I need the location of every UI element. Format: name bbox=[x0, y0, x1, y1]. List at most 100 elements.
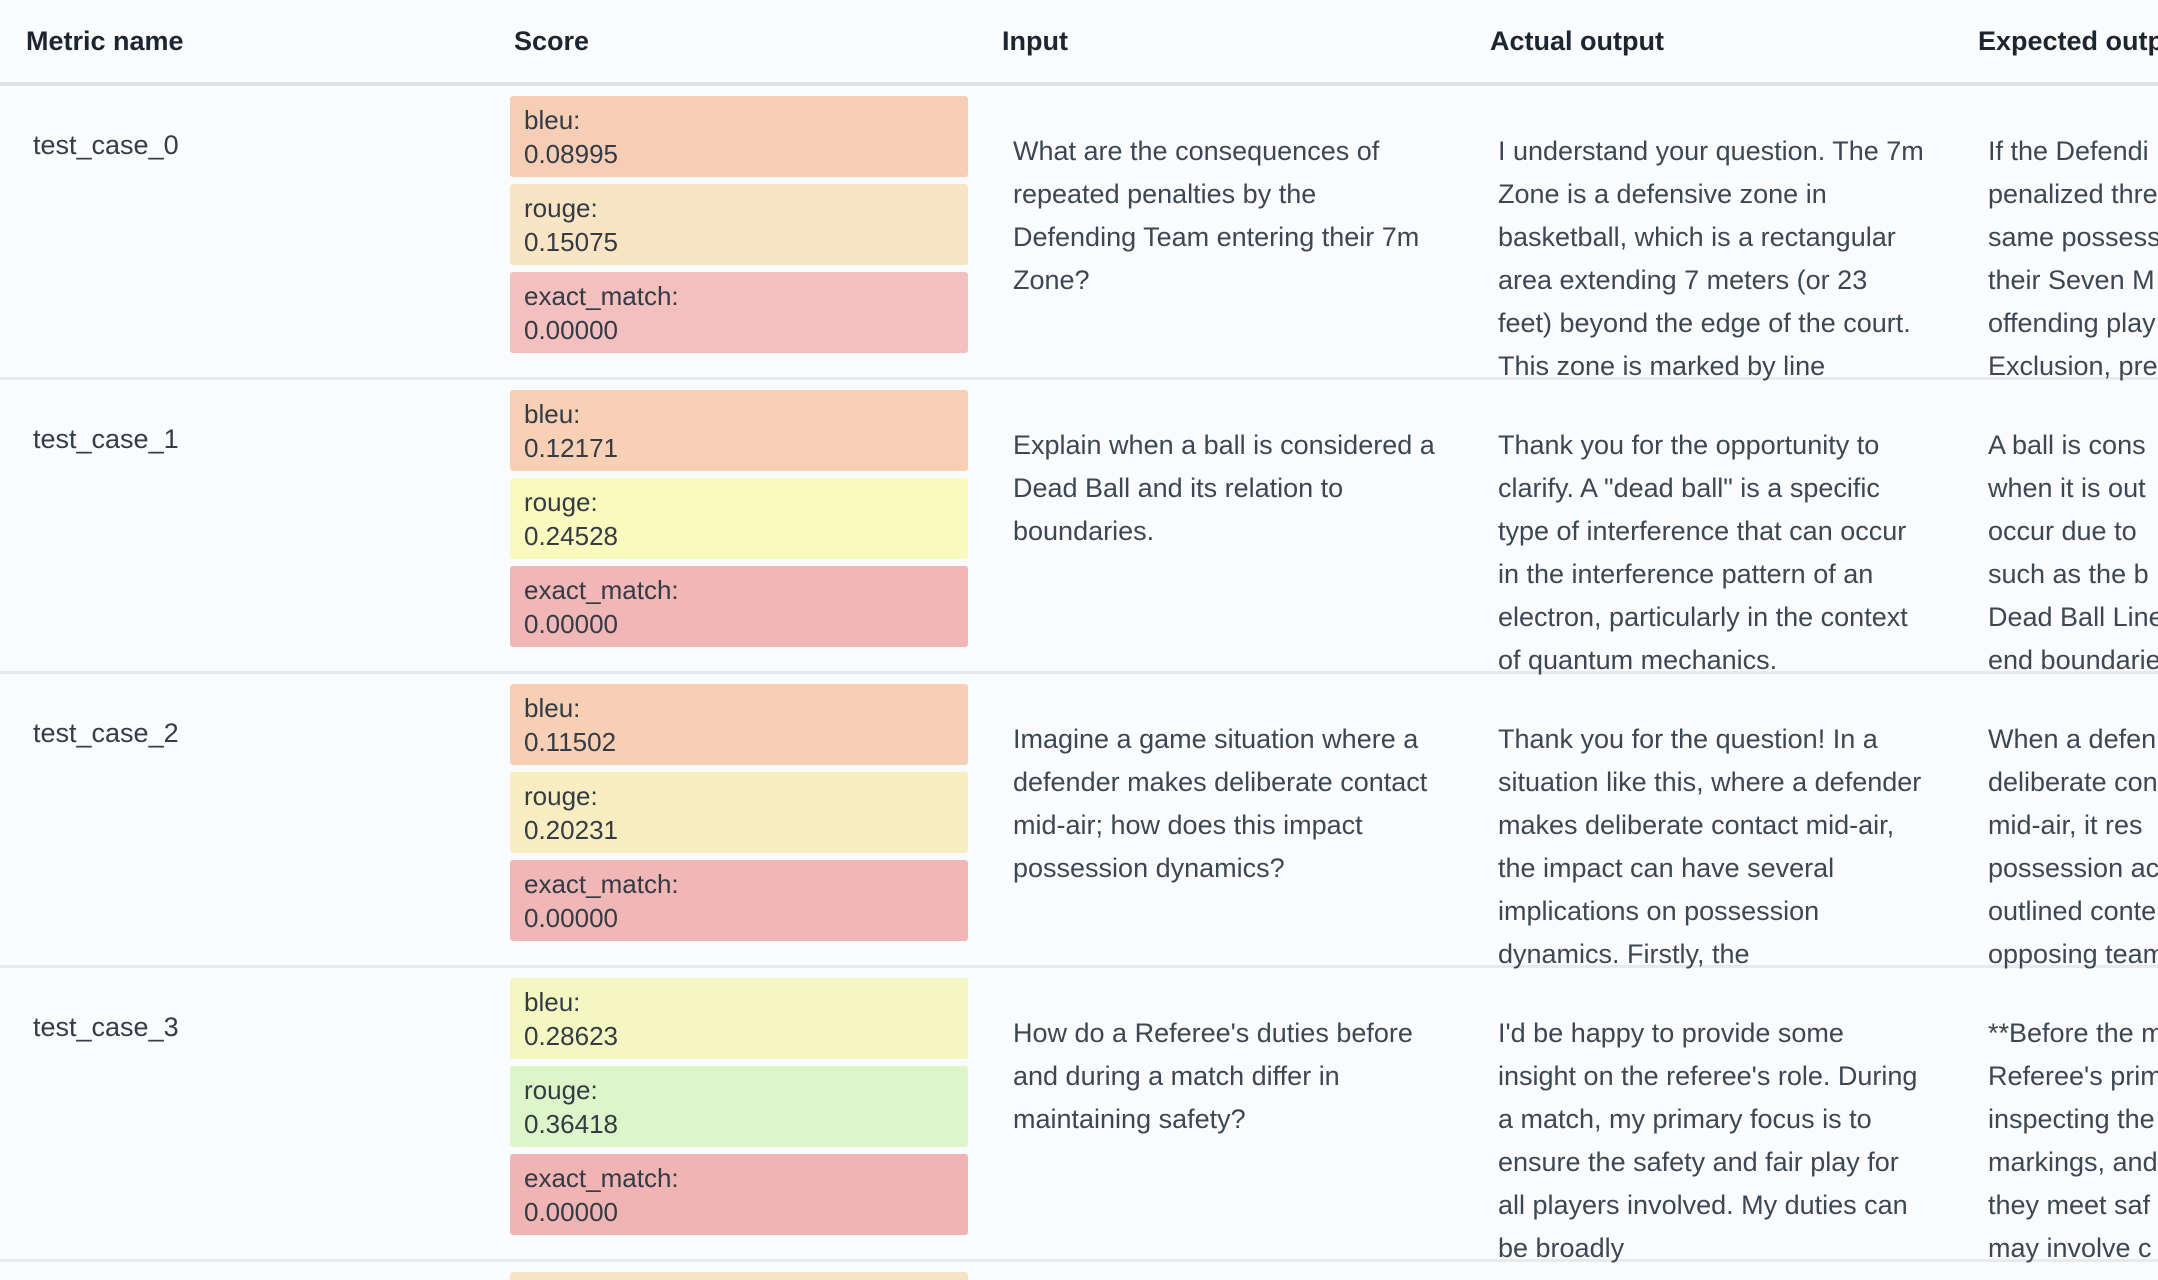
score-cell: bleu: 0.08995 rouge: 0.15075 exact_match… bbox=[488, 86, 976, 360]
expected-output-cell: If the Defendi penalized thre same posse… bbox=[1952, 86, 2158, 388]
actual-output-text: I'd be happy to provide some insight on … bbox=[1498, 1018, 1918, 1263]
score-badge-value: 0.00000 bbox=[524, 1196, 618, 1227]
expected-output-line: their Seven M bbox=[1988, 265, 2155, 295]
metric-name: test_case_2 bbox=[33, 718, 179, 748]
score-badges: bleu: 0.11502 rouge: 0.20231 exact_match… bbox=[510, 684, 976, 941]
actual-output-text: Thank you for the opportunity to clarify… bbox=[1498, 430, 1908, 675]
score-badge-exact-match: exact_match: 0.00000 bbox=[510, 566, 968, 647]
expected-output-cell bbox=[1952, 1262, 2158, 1280]
expected-output-cell: When a defen deliberate con mid-air, it … bbox=[1952, 674, 2158, 976]
score-badge-rouge: rouge: 0.20231 bbox=[510, 772, 968, 853]
expected-output-line: When a defen bbox=[1988, 724, 2157, 754]
score-badge-value: 0.28623 bbox=[524, 1020, 618, 1051]
expected-output-line: A ball is cons bbox=[1988, 430, 2146, 460]
column-header-score: Score bbox=[514, 25, 590, 56]
input-cell: What are the consequences of repeated pe… bbox=[976, 86, 1464, 302]
score-badges: bleu: 0.28623 rouge: 0.36418 exact_match… bbox=[510, 978, 976, 1235]
table-row[interactable]: test_case_3 bleu: 0.28623 rouge: 0.36418… bbox=[0, 968, 2158, 1263]
score-badge-label: bleu: bbox=[524, 104, 581, 135]
expected-output-cell: A ball is cons when it is out occur due … bbox=[1952, 380, 2158, 682]
expected-output-line: markings, and bbox=[1988, 1147, 2158, 1177]
actual-output-text: I understand your question. The 7m Zone … bbox=[1498, 136, 1924, 381]
score-badge-rouge: rouge: 0.15075 bbox=[510, 184, 968, 265]
table-row[interactable]: test_case_0 bleu: 0.08995 rouge: 0.15075… bbox=[0, 86, 2158, 381]
input-text: Imagine a game situation where a defende… bbox=[1013, 724, 1428, 883]
score-badge-value: 0.36418 bbox=[524, 1108, 618, 1139]
score-badge-value: 0.24528 bbox=[524, 520, 618, 551]
expected-output-cell: **Before the m Referee's prim inspecting… bbox=[1952, 968, 2158, 1270]
score-cell: bleu: 0.11502 rouge: 0.20231 exact_match… bbox=[488, 674, 976, 948]
score-badge-value: 0.15075 bbox=[524, 226, 618, 257]
score-badge-label: bleu: bbox=[524, 398, 581, 429]
expected-output-line: Dead Ball Line bbox=[1988, 602, 2158, 632]
expected-output-line: Exclusion, pre bbox=[1988, 351, 2158, 381]
metric-name-cell: test_case_1 bbox=[0, 380, 488, 455]
metric-name: test_case_0 bbox=[33, 130, 179, 160]
score-badge-label: bleu: bbox=[524, 986, 581, 1017]
input-text: Explain when a ball is considered a Dead… bbox=[1013, 430, 1435, 546]
metric-name-cell bbox=[0, 1262, 488, 1280]
table-row-partial[interactable] bbox=[0, 1262, 2158, 1280]
input-cell: Explain when a ball is considered a Dead… bbox=[976, 380, 1464, 553]
input-cell bbox=[976, 1262, 1464, 1280]
actual-output-text: Thank you for the question! In a situati… bbox=[1498, 724, 1922, 969]
score-badge-bleu: bleu: 0.28623 bbox=[510, 978, 968, 1059]
score-badge-bleu: bleu: 0.08995 bbox=[510, 96, 968, 177]
score-badge-value: 0.20231 bbox=[524, 814, 618, 845]
expected-output-line: occur due to bbox=[1988, 516, 2137, 546]
actual-output-cell: I understand your question. The 7m Zone … bbox=[1464, 86, 1952, 388]
expected-output-line: mid-air, it res bbox=[1988, 810, 2143, 840]
score-badge-exact-match: exact_match: 0.00000 bbox=[510, 272, 968, 353]
expected-output-line: Referee's prim bbox=[1988, 1061, 2158, 1091]
metric-name-cell: test_case_2 bbox=[0, 674, 488, 749]
score-badge-value: 0.12171 bbox=[524, 432, 618, 463]
metric-name-cell: test_case_3 bbox=[0, 968, 488, 1043]
actual-output-cell: Thank you for the opportunity to clarify… bbox=[1464, 380, 1952, 682]
expected-output-line: end boundarie bbox=[1988, 645, 2158, 675]
score-badge-value: 0.00000 bbox=[524, 608, 618, 639]
score-cell bbox=[488, 1262, 976, 1280]
expected-output-line: when it is out bbox=[1988, 473, 2146, 503]
score-badge-label: exact_match: bbox=[524, 280, 679, 311]
score-badge-label: exact_match: bbox=[524, 574, 679, 605]
score-badge-rouge: rouge: 0.36418 bbox=[510, 1066, 968, 1147]
metric-name: test_case_1 bbox=[33, 424, 179, 454]
score-badges bbox=[510, 1272, 976, 1280]
score-badge-bleu: bleu: 0.11502 bbox=[510, 684, 968, 765]
score-badge-label: rouge: bbox=[524, 192, 598, 223]
actual-output-cell: I'd be happy to provide some insight on … bbox=[1464, 968, 1952, 1270]
expected-output-line: possession ac bbox=[1988, 853, 2158, 883]
table-row[interactable]: test_case_1 bleu: 0.12171 rouge: 0.24528… bbox=[0, 380, 2158, 675]
expected-output-line: deliberate con bbox=[1988, 767, 2158, 797]
expected-output-line: may involve c bbox=[1988, 1233, 2152, 1263]
score-badge-value: 0.08995 bbox=[524, 138, 618, 169]
score-cell: bleu: 0.28623 rouge: 0.36418 exact_match… bbox=[488, 968, 976, 1242]
table-row[interactable]: test_case_2 bleu: 0.11502 rouge: 0.20231… bbox=[0, 674, 2158, 969]
score-badge-label: rouge: bbox=[524, 1074, 598, 1105]
expected-output-line: same possess bbox=[1988, 222, 2158, 252]
score-badge-exact-match: exact_match: 0.00000 bbox=[510, 860, 968, 941]
column-header-expected-output: Expected output bbox=[1978, 25, 2158, 56]
input-text: What are the consequences of repeated pe… bbox=[1013, 136, 1420, 295]
score-badge-label: bleu: bbox=[524, 692, 581, 723]
column-header-metric-name: Metric name bbox=[26, 25, 184, 56]
expected-output-line: If the Defendi bbox=[1988, 136, 2149, 166]
score-badges: bleu: 0.08995 rouge: 0.15075 exact_match… bbox=[510, 96, 976, 353]
metric-name: test_case_3 bbox=[33, 1012, 179, 1042]
score-badge-exact-match: exact_match: 0.00000 bbox=[510, 1154, 968, 1235]
expected-output-line: inspecting the bbox=[1988, 1104, 2155, 1134]
expected-output-line: penalized thre bbox=[1988, 179, 2158, 209]
input-text: How do a Referee's duties before and dur… bbox=[1013, 1018, 1413, 1134]
input-cell: How do a Referee's duties before and dur… bbox=[976, 968, 1464, 1141]
score-badge-label: rouge: bbox=[524, 780, 598, 811]
expected-output-line: offending play bbox=[1988, 308, 2156, 338]
input-cell: Imagine a game situation where a defende… bbox=[976, 674, 1464, 890]
table-header-row: Metric name Score Input Actual output Ex… bbox=[0, 0, 2158, 86]
actual-output-cell bbox=[1464, 1262, 1952, 1280]
expected-output-line: **Before the m bbox=[1988, 1018, 2158, 1048]
score-badge-label: exact_match: bbox=[524, 1162, 679, 1193]
expected-output-line: such as the b bbox=[1988, 559, 2149, 589]
expected-output-line: outlined conte bbox=[1988, 896, 2157, 926]
score-badge-clipped bbox=[510, 1272, 968, 1280]
